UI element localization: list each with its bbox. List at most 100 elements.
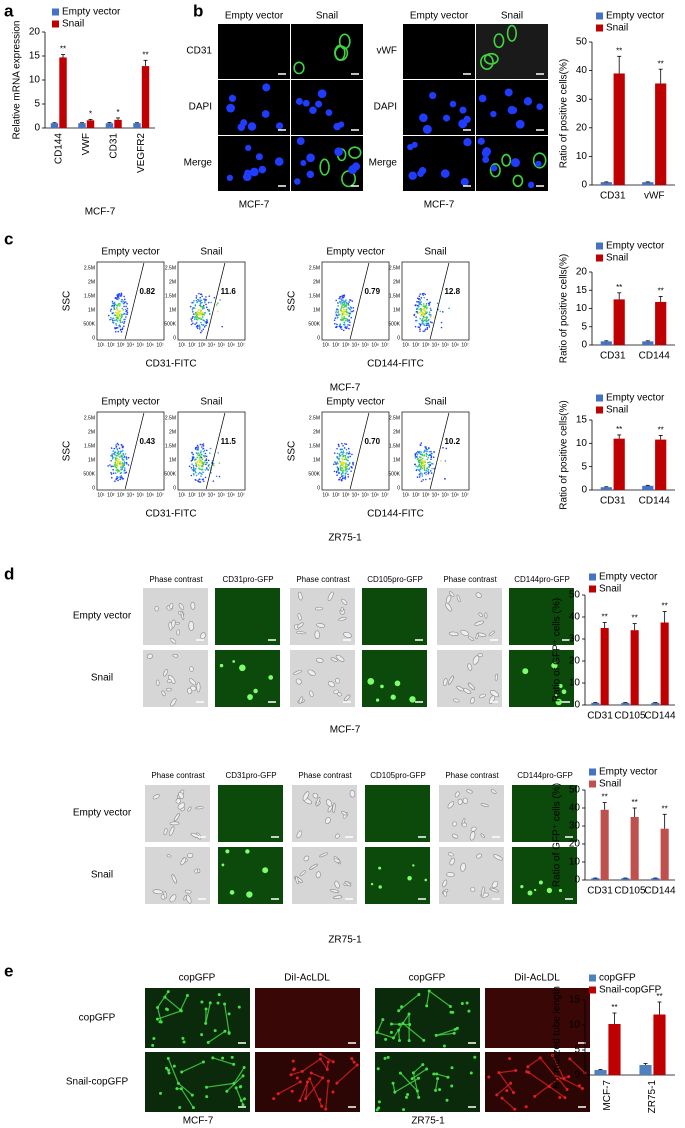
event [440,321,443,324]
node [421,1063,425,1067]
gfp-cell [232,660,236,663]
event [424,306,426,309]
legend-label: Empty vector [606,241,665,252]
node [172,1064,176,1068]
event [344,454,347,457]
event [215,304,218,306]
caption: MCF-7 [239,200,270,211]
column-label: Snail [200,397,222,408]
y-tick-label: 50 [576,37,588,48]
node [425,1067,429,1071]
tube [311,1072,323,1079]
event [426,326,429,329]
nucleus [228,94,237,103]
nucleus [274,157,284,166]
event [343,317,345,320]
event [117,330,120,333]
event [425,317,428,320]
nucleus [255,153,263,161]
event [198,458,200,460]
event [111,465,113,468]
event [335,311,337,314]
event [203,449,206,452]
event [421,461,423,464]
event [195,463,198,466]
event [349,455,351,458]
nucleus [482,147,492,156]
event [197,308,200,311]
event [422,314,425,316]
event [205,458,208,460]
tube [178,1082,193,1096]
event [414,457,417,459]
error-bar [617,292,622,300]
event [116,307,119,310]
node [155,1017,159,1021]
node [318,1052,322,1056]
event [347,452,350,455]
event [114,480,116,482]
event [125,458,128,461]
cell [469,831,476,841]
cell [293,670,302,675]
event [341,442,343,445]
event [110,473,113,475]
event [210,472,212,474]
event [190,460,193,462]
event [201,448,204,450]
node [306,1080,310,1084]
event [339,461,341,464]
bar [630,630,639,705]
gfp-cell [424,878,428,882]
event [341,305,343,307]
cell [443,678,448,687]
row-label: Empty vector [73,808,132,819]
event [118,456,121,458]
cell [335,678,341,684]
node [242,1097,246,1101]
x-tick-label: CD144 [644,886,676,897]
x-tick-label: 10² [107,342,115,348]
y-tick-label: 500K [388,321,400,327]
node [473,1055,477,1059]
event [112,468,114,471]
nucleus [249,167,259,177]
event [195,299,198,302]
event [336,461,339,464]
column-label: Phase contrast [151,771,205,780]
x-tick-label: 10¹ [322,492,330,498]
node [436,1077,440,1081]
cell [316,623,326,628]
event [343,477,345,479]
node [326,1079,330,1083]
bar [600,341,612,345]
event [352,306,355,309]
event [114,314,117,316]
nucleus [463,137,472,147]
x-tick-label: CD105 [614,886,646,897]
cell [309,863,318,870]
node [163,995,167,999]
event [204,452,207,455]
node [225,1089,229,1093]
cell [177,802,186,810]
event [426,316,428,318]
gfp-cell [390,694,396,700]
micrograph [255,988,360,1048]
tube [180,995,188,1011]
event [428,318,430,321]
event [205,306,208,309]
node [223,1002,227,1006]
row-label: Snail [91,673,113,684]
x-tick-label: 10⁷ [156,342,164,348]
event [127,456,130,459]
image-background [291,24,363,79]
image-background [362,588,427,645]
node [178,1105,182,1109]
nucleus [226,103,236,113]
tube [394,1077,419,1093]
legend-label: Empty vector [606,393,665,404]
x-tick-label: CD105 [614,711,646,722]
bar [655,83,667,185]
column-label: Empty vector [101,397,160,408]
